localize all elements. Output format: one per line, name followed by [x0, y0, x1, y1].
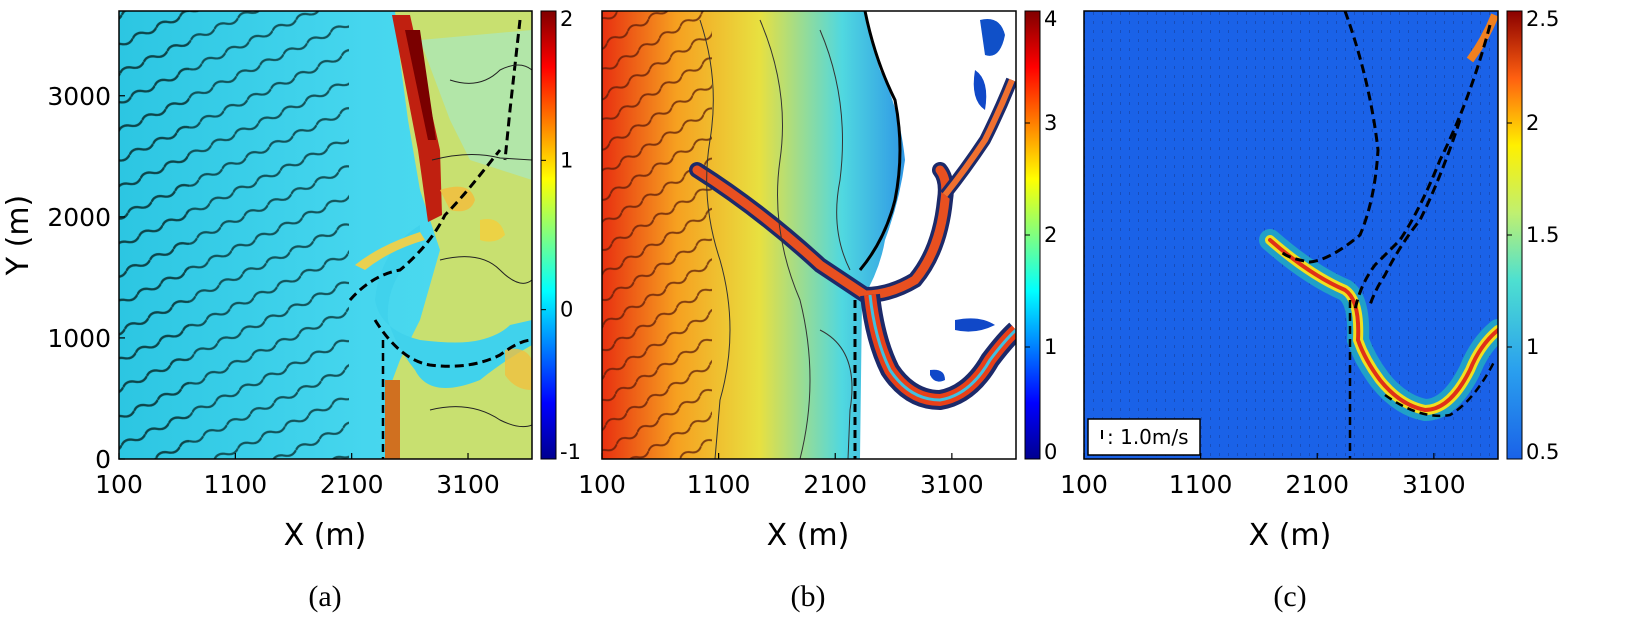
- x-tick-label: 1100: [687, 470, 751, 499]
- y-tick-label: 1000: [47, 324, 111, 353]
- x-tick-label: 100: [95, 470, 143, 499]
- colorbar-tick-label: 2: [1044, 223, 1057, 247]
- panel-c-caption: (c): [1273, 580, 1306, 613]
- panel-a-colorbar-ticks: 2 1 0 -1: [541, 7, 581, 464]
- x-tick-label: 2100: [803, 470, 867, 499]
- panel-a-colorbar: [540, 10, 557, 460]
- panel-c-velocity-vectors: [1084, 11, 1498, 459]
- colorbar-tick-label: 1.5: [1526, 223, 1559, 247]
- panel-c-channel-outline: [1278, 11, 1380, 264]
- panel-b-x-ticks: 100 1100 2100 3100: [578, 453, 984, 499]
- panel-c: : 1.0m/s 2.5 2 1.5 1 0.5 100 1100 2100 3100 X (…: [1060, 7, 1559, 613]
- y-tick-label: 0: [95, 445, 111, 474]
- panel-c-vector-legend-arrow: [1101, 430, 1103, 439]
- panel-c-frame: [1083, 10, 1499, 460]
- panel-b-wave-crests: [602, 11, 712, 459]
- x-tick-label: 2100: [320, 470, 384, 499]
- panel-a: 2 1 0 -1 100 1100 2100 3100 0 1000 2000 3000 X (m…: [1, 7, 581, 613]
- panel-a-x-ticks: 100 1100 2100 3100: [95, 453, 500, 499]
- panel-a-frame: [118, 10, 533, 460]
- y-tick-label: 2000: [47, 203, 111, 232]
- panel-a-y-label: Y (m): [1, 195, 36, 277]
- panel-a-channel-outline: [348, 149, 502, 301]
- panel-a-caption: (a): [308, 580, 341, 613]
- colorbar-tick-label: 0.5: [1526, 440, 1559, 464]
- colorbar-tick-label: -1: [560, 440, 581, 464]
- panel-c-x-label: X (m): [1249, 518, 1332, 553]
- x-tick-label: 2100: [1285, 470, 1349, 499]
- colorbar-tick-label: 1: [1526, 335, 1539, 359]
- panel-a-channel: [375, 225, 532, 388]
- x-tick-label: 3100: [920, 470, 984, 499]
- panel-a-x-label: X (m): [284, 518, 367, 553]
- x-tick-label: 1100: [204, 470, 268, 499]
- colorbar-tick-label: 1: [1044, 335, 1057, 359]
- colorbar-tick-label: 0: [1044, 440, 1057, 464]
- panel-c-colorbar-ticks: 2.5 2 1.5 1 0.5: [1507, 7, 1559, 464]
- panel-a-spit: [392, 15, 442, 222]
- y-tick-label: 3000: [47, 82, 111, 111]
- colorbar-tick-label: 0: [560, 298, 573, 322]
- colorbar-tick-label: 1: [560, 148, 573, 172]
- colorbar-tick-label: 2: [1526, 111, 1539, 135]
- panel-c-vector-legend-label: : 1.0m/s: [1107, 425, 1189, 449]
- x-tick-label: 3100: [1402, 470, 1466, 499]
- panel-b: 4 3 2 1 0 100 1100 2100 3100 X (m) (b): [578, 7, 1057, 613]
- x-tick-label: 100: [1060, 470, 1108, 499]
- panel-b-frame: [601, 10, 1017, 460]
- panel-b-heatmap: [602, 11, 1016, 459]
- x-tick-label: 100: [578, 470, 626, 499]
- x-tick-label: 3100: [436, 470, 500, 499]
- panel-c-x-ticks: 100 1100 2100 3100: [1060, 453, 1466, 499]
- panel-a-y-ticks: 0 1000 2000 3000: [47, 82, 125, 474]
- panel-c-heatmap: : 1.0m/s: [1084, 11, 1498, 459]
- colorbar-tick-label: 3: [1044, 111, 1057, 135]
- panel-b-channel: [692, 165, 951, 300]
- x-tick-label: 1100: [1169, 470, 1233, 499]
- panel-c-vector-legend: [1087, 418, 1201, 456]
- panel-b-caption: (b): [791, 580, 826, 613]
- colorbar-tick-label: 2.5: [1526, 7, 1559, 31]
- panel-a-heatmap: [119, 11, 532, 459]
- colorbar-tick-label: 4: [1044, 7, 1057, 31]
- panel-b-colorbar-ticks: 4 3 2 1 0: [1025, 7, 1057, 464]
- colorbar-tick-label: 2: [560, 7, 573, 31]
- panel-b-x-label: X (m): [767, 518, 850, 553]
